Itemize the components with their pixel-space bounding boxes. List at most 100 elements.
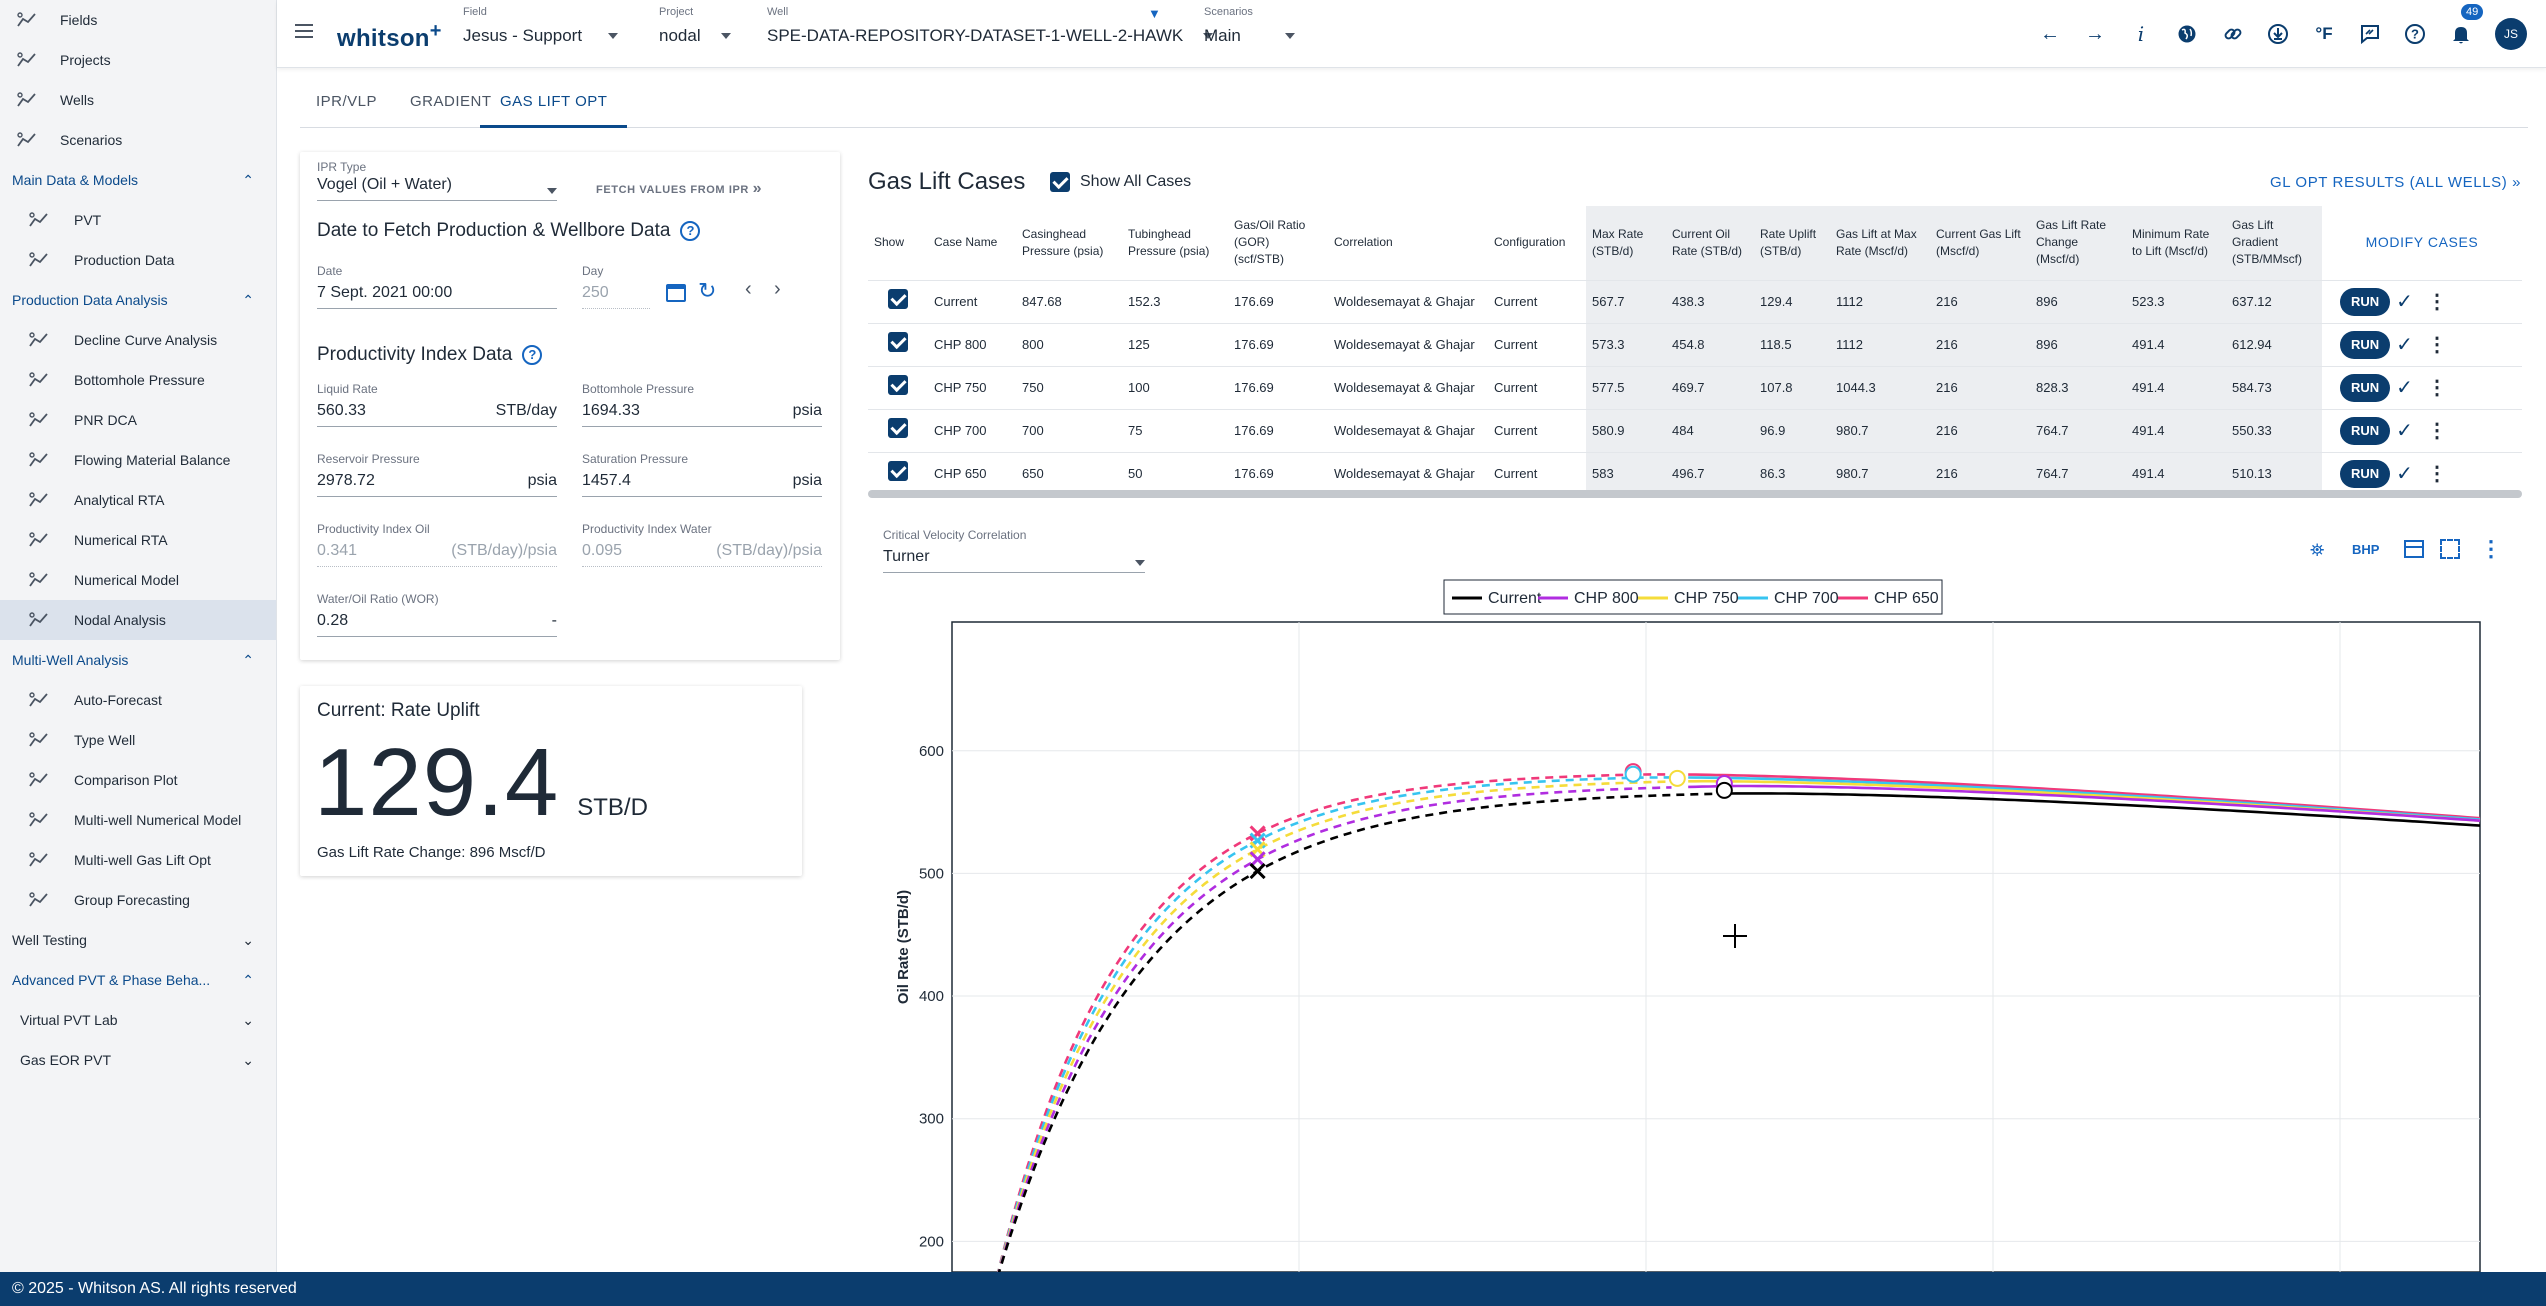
gas-lift-performance-chart[interactable]: 200 300 400 500 600 Oil Rate (STB/d) Current… bbox=[868, 572, 2528, 1272]
more-vert-icon[interactable]: ⋮ bbox=[2426, 419, 2447, 442]
show-checkbox[interactable] bbox=[868, 322, 928, 366]
gas-lift-cases-table: Show Case Name Casinghead Pressure (psia) T… bbox=[868, 206, 2522, 495]
sidebar-item-fields[interactable]: Fields bbox=[0, 0, 276, 40]
scenarios-label: Scenarios bbox=[1204, 6, 1253, 18]
table-cell: 510.13 bbox=[2226, 451, 2322, 495]
sidebar-item-gas-eor-pvt[interactable]: Gas EOR PVT ⌄ bbox=[0, 1040, 276, 1080]
arrow-right-icon[interactable]: → bbox=[2085, 22, 2105, 45]
more-vert-icon[interactable]: ⋮ bbox=[2426, 376, 2447, 399]
sidebar-item-label: Decline Curve Analysis bbox=[74, 332, 218, 348]
sidebar-item-group-forecasting[interactable]: Group Forecasting bbox=[0, 880, 276, 920]
download-icon[interactable] bbox=[2264, 20, 2292, 48]
sidebar-item-nodal-analysis[interactable]: Nodal Analysis bbox=[0, 600, 276, 640]
sidebar-item-auto-forecast[interactable]: Auto-Forecast bbox=[0, 680, 276, 720]
section-advanced-pvt[interactable]: Advanced PVT & Phase Beha... ⌃ bbox=[0, 960, 276, 1000]
run-button[interactable]: RUN bbox=[2340, 330, 2391, 359]
sidebar-item-numerical-rta[interactable]: Numerical RTA bbox=[0, 520, 276, 560]
more-vert-icon[interactable]: ⋮ bbox=[2480, 536, 2502, 561]
calendar-search-icon[interactable] bbox=[666, 284, 686, 302]
wor-field[interactable]: Water/Oil Ratio (WOR) 0.28 - bbox=[317, 592, 557, 637]
chevron-left-icon[interactable]: ‹ bbox=[745, 278, 752, 300]
run-button[interactable]: RUN bbox=[2340, 459, 2391, 488]
globe-icon[interactable] bbox=[2173, 20, 2201, 48]
fit-view-icon[interactable] bbox=[2440, 539, 2460, 559]
show-all-cases-checkbox[interactable]: Show All Cases bbox=[1050, 172, 1191, 192]
show-checkbox[interactable] bbox=[868, 451, 928, 495]
info-icon[interactable]: i bbox=[2137, 22, 2145, 46]
run-button[interactable]: RUN bbox=[2340, 287, 2391, 316]
notifications-bell-icon[interactable] bbox=[2447, 20, 2475, 48]
run-button[interactable]: RUN bbox=[2340, 373, 2391, 402]
sidebar-item-analytical-rta[interactable]: Analytical RTA bbox=[0, 480, 276, 520]
well-select[interactable]: Well SPE-DATA-REPOSITORY-DATASET-1-WELL-2… bbox=[767, 6, 1214, 46]
menu-icon[interactable] bbox=[295, 24, 313, 38]
sidebar-item-comparison-plot[interactable]: Comparison Plot bbox=[0, 760, 276, 800]
sidebar-item-multi-well-numerical-model[interactable]: Multi-well Numerical Model bbox=[0, 800, 276, 840]
sidebar-item-flowing-material-balance[interactable]: Flowing Material Balance bbox=[0, 440, 276, 480]
help-circle-icon[interactable]: ? bbox=[522, 344, 543, 365]
double-chevron-icon: » bbox=[2512, 174, 2522, 191]
filter-icon[interactable]: ▼ bbox=[1148, 6, 1161, 21]
link-icon[interactable] bbox=[2219, 20, 2247, 48]
run-button[interactable]: RUN bbox=[2340, 416, 2391, 445]
temperature-unit-icon[interactable]: °F bbox=[2315, 24, 2333, 43]
show-checkbox[interactable] bbox=[868, 408, 928, 452]
more-vert-icon[interactable]: ⋮ bbox=[2426, 290, 2447, 313]
section-production-data-analysis[interactable]: Production Data Analysis ⌃ bbox=[0, 280, 276, 320]
tab-ipr-vlp[interactable]: IPR/VLP bbox=[316, 93, 378, 110]
sidebar-item-numerical-model[interactable]: Numerical Model bbox=[0, 560, 276, 600]
section-main-data-models[interactable]: Main Data & Models ⌃ bbox=[0, 160, 276, 200]
more-vert-icon[interactable]: ⋮ bbox=[2426, 462, 2447, 485]
app-logo[interactable]: whitson+ bbox=[337, 20, 442, 52]
liquid-rate-field[interactable]: Liquid Rate 560.33 STB/day bbox=[317, 382, 557, 427]
ipr-type-select[interactable]: IPR Type Vogel (Oil + Water) bbox=[317, 160, 557, 201]
help-icon[interactable]: ? bbox=[2401, 20, 2429, 48]
sidebar-item-pvt[interactable]: PVT bbox=[0, 200, 276, 240]
reservoir-pressure-field[interactable]: Reservoir Pressure 2978.72 psia bbox=[317, 452, 557, 497]
more-vert-icon[interactable]: ⋮ bbox=[2426, 333, 2447, 356]
bhp-toggle-button[interactable]: BHP bbox=[2352, 542, 2380, 557]
day-field[interactable]: Day 250 bbox=[582, 264, 650, 309]
table-cell: 152.3 bbox=[1122, 279, 1228, 323]
sidebar-item-projects[interactable]: Projects bbox=[0, 40, 276, 80]
section-well-testing[interactable]: Well Testing ⌄ bbox=[0, 920, 276, 960]
bottomhole-pressure-field[interactable]: Bottomhole Pressure 1694.33 psia bbox=[582, 382, 822, 427]
project-select[interactable]: Project nodal bbox=[659, 6, 731, 46]
column-header: Show bbox=[874, 235, 905, 250]
sidebar-item-pnr-dca[interactable]: PNR DCA bbox=[0, 400, 276, 440]
sidebar-item-scenarios[interactable]: Scenarios bbox=[0, 120, 276, 160]
scenarios-select[interactable]: Scenarios Main bbox=[1204, 6, 1295, 46]
chevron-right-icon[interactable]: › bbox=[774, 278, 781, 300]
critical-velocity-select[interactable]: Critical Velocity Correlation Turner bbox=[883, 528, 1145, 573]
table-cell: Woldesemayat & Ghajar bbox=[1328, 322, 1488, 366]
table-view-icon[interactable] bbox=[2404, 540, 2424, 558]
hierarchy-icon[interactable]: ⛯ bbox=[2310, 540, 2325, 560]
saturation-pressure-field[interactable]: Saturation Pressure 1457.4 psia bbox=[582, 452, 822, 497]
sidebar-item-decline-curve-analysis[interactable]: Decline Curve Analysis bbox=[0, 320, 276, 360]
show-checkbox[interactable] bbox=[868, 279, 928, 323]
gl-opt-results-link[interactable]: GL OPT RESULTS (ALL WELLS) » bbox=[2270, 174, 2522, 191]
field-select[interactable]: Field Jesus - Support bbox=[463, 6, 619, 46]
sidebar-item-bottomhole-pressure[interactable]: Bottomhole Pressure bbox=[0, 360, 276, 400]
modify-cases-button[interactable]: MODIFY CASES bbox=[2365, 233, 2479, 250]
sidebar-item-label: Auto-Forecast bbox=[74, 692, 162, 708]
section-multi-well-analysis[interactable]: Multi-Well Analysis ⌃ bbox=[0, 640, 276, 680]
sidebar-item-virtual-pvt-lab[interactable]: Virtual PVT Lab ⌄ bbox=[0, 1000, 276, 1040]
feedback-icon[interactable] bbox=[2356, 20, 2384, 48]
fetch-values-button[interactable]: FETCH VALUES FROM IPR » bbox=[596, 180, 763, 197]
sidebar-item-wells[interactable]: Wells bbox=[0, 80, 276, 120]
avatar[interactable]: JS bbox=[2495, 18, 2527, 50]
help-circle-icon[interactable]: ? bbox=[680, 220, 701, 241]
sidebar-item-multi-well-gas-lift-opt[interactable]: Multi-well Gas Lift Opt bbox=[0, 840, 276, 880]
tab-gradient[interactable]: GRADIENT bbox=[410, 93, 492, 110]
table-cell: Current bbox=[1488, 451, 1586, 495]
show-checkbox[interactable] bbox=[868, 365, 928, 409]
sidebar-item-type-well[interactable]: Type Well bbox=[0, 720, 276, 760]
horizontal-scrollbar[interactable] bbox=[868, 490, 2522, 498]
sidebar-item-production-data[interactable]: Production Data bbox=[0, 240, 276, 280]
tab-gas-lift-opt[interactable]: GAS LIFT OPT bbox=[480, 84, 628, 128]
date-field[interactable]: Date 7 Sept. 2021 00:00 bbox=[317, 264, 557, 309]
sidebar-item-label: PVT bbox=[74, 212, 102, 228]
arrow-left-icon[interactable]: ← bbox=[2040, 22, 2060, 45]
refresh-icon[interactable]: ↻ bbox=[698, 278, 717, 303]
